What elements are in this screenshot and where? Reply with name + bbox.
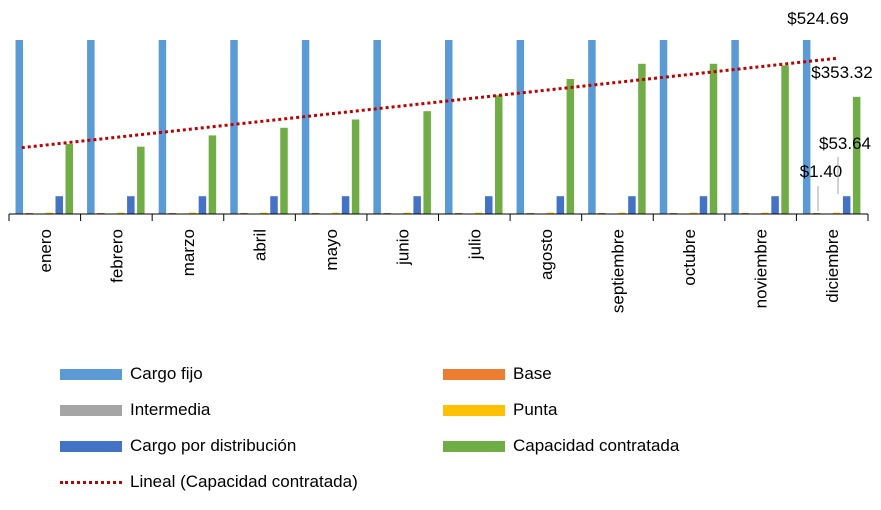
data-label-distribucion: $53.64 <box>819 134 871 153</box>
trendline <box>21 56 839 150</box>
bar-cargo-por-distribuci-n-marzo <box>198 196 207 214</box>
legend-item-trendline: Lineal (Capacidad contratada) <box>60 472 358 492</box>
bar-cargo-por-distribuci-n-junio <box>413 196 421 214</box>
bar-punta-junio <box>403 212 411 214</box>
legend-label: Cargo fijo <box>130 364 203 383</box>
legend-swatch <box>443 404 505 416</box>
legend-label: Intermedia <box>130 400 211 419</box>
legend-label: Capacidad contratada <box>513 436 680 455</box>
bar-cargo-por-distribuci-n-septiembre <box>628 196 636 214</box>
bar-capacidad-contratada-octubre <box>709 63 718 214</box>
bar-cargo-fijo-julio <box>445 40 453 214</box>
x-ticks <box>8 214 869 221</box>
bar-cargo-por-distribuci-n-noviembre <box>771 196 779 214</box>
bar-cargo-por-distribuci-n-febrero <box>127 196 135 214</box>
bar-chart: enero febrero marzo abril mayo junio julio agos… <box>8 9 873 313</box>
category-label-marzo: marzo <box>179 229 198 276</box>
category-label-octubre: octubre <box>680 229 699 286</box>
category-label-septiembre: septiembre <box>608 229 627 313</box>
bar-cargo-por-distribuci-n-mayo <box>341 196 350 214</box>
bar-punta-mayo <box>331 212 340 214</box>
category-label-junio: junio <box>394 229 413 266</box>
legend-swatch <box>60 440 122 452</box>
bar-capacidad-contratada-septiembre <box>638 63 646 214</box>
bar-cargo-fijo-abril <box>230 40 238 214</box>
bar-cargo-fijo-marzo <box>158 40 167 214</box>
legend-item-base: Base <box>443 364 552 384</box>
data-label-cargo-fijo: $524.69 <box>787 9 848 28</box>
bar-cargo-por-distribuci-n-abril <box>270 196 278 214</box>
legend-label: Cargo por distribución <box>130 436 297 455</box>
bar-punta-noviembre <box>761 212 769 214</box>
bar-capacidad-contratada-mayo <box>351 119 360 214</box>
bar-punta-diciembre <box>832 212 841 214</box>
legend-item-punta: Punta <box>443 400 557 420</box>
bar-capacidad-contratada-enero <box>65 144 73 214</box>
bar-cargo-por-distribuci-n-enero <box>55 196 63 214</box>
bar-cargo-por-distribuci-n-diciembre <box>842 196 851 214</box>
category-label-enero: enero <box>36 229 55 272</box>
legend-label: Punta <box>513 400 558 419</box>
bar-punta-octubre <box>689 212 698 214</box>
bars-layer <box>15 40 861 215</box>
legend-swatch <box>443 440 505 452</box>
bar-cargo-fijo-septiembre <box>588 40 596 214</box>
category-label-noviembre: noviembre <box>752 229 771 308</box>
legend-label: Lineal (Capacidad contratada) <box>130 472 358 491</box>
bar-cargo-fijo-febrero <box>87 40 95 214</box>
bar-punta-febrero <box>117 212 125 214</box>
bar-capacidad-contratada-noviembre <box>781 65 789 214</box>
legend-item-cargo-fijo: Cargo fijo <box>60 364 203 384</box>
bar-cargo-fijo-mayo <box>301 40 310 214</box>
bar-punta-marzo <box>188 212 197 214</box>
bar-cargo-fijo-diciembre <box>802 40 811 214</box>
bar-capacidad-contratada-abril <box>280 127 288 214</box>
legend-item-cargo-distribucion: Cargo por distribución <box>60 436 296 456</box>
bar-punta-enero <box>45 212 53 214</box>
category-labels: enero febrero marzo abril mayo junio julio agos… <box>36 229 842 313</box>
bar-punta-agosto <box>546 212 555 214</box>
bar-capacidad-contratada-febrero <box>137 146 145 214</box>
bar-cargo-fijo-enero <box>15 40 23 214</box>
bar-punta-julio <box>475 212 483 214</box>
bar-cargo-fijo-agosto <box>516 40 525 214</box>
data-label-intermedia: $1.40 <box>800 162 843 181</box>
category-label-febrero: febrero <box>107 229 126 283</box>
bar-capacidad-contratada-diciembre <box>852 96 861 214</box>
bar-punta-abril <box>260 212 268 214</box>
category-label-abril: abril <box>251 229 270 261</box>
bar-capacidad-contratada-marzo <box>208 135 217 214</box>
bar-cargo-fijo-noviembre <box>731 40 739 214</box>
bar-cargo-fijo-octubre <box>659 40 668 214</box>
bar-cargo-por-distribuci-n-julio <box>485 196 493 214</box>
bar-capacidad-contratada-junio <box>423 111 431 214</box>
legend-item-capacidad: Capacidad contratada <box>443 436 679 456</box>
bar-cargo-por-distribuci-n-octubre <box>699 196 708 214</box>
bar-cargo-fijo-junio <box>373 40 381 214</box>
legend-item-intermedia: Intermedia <box>60 400 210 420</box>
legend-swatch <box>60 404 122 416</box>
category-label-julio: julio <box>465 229 484 260</box>
bar-capacidad-contratada-julio <box>495 95 503 214</box>
bar-capacidad-contratada-agosto <box>566 79 575 215</box>
legend-trend-swatch <box>60 480 122 484</box>
bar-punta-septiembre <box>618 212 626 214</box>
legend-label: Base <box>513 364 552 383</box>
category-label-agosto: agosto <box>537 229 556 280</box>
data-label-capacidad: $353.32 <box>811 63 872 82</box>
category-label-diciembre: diciembre <box>823 229 842 303</box>
category-label-mayo: mayo <box>322 229 341 271</box>
legend-swatch <box>60 368 122 380</box>
bar-cargo-por-distribuci-n-agosto <box>556 196 565 214</box>
legend-swatch <box>443 368 505 380</box>
